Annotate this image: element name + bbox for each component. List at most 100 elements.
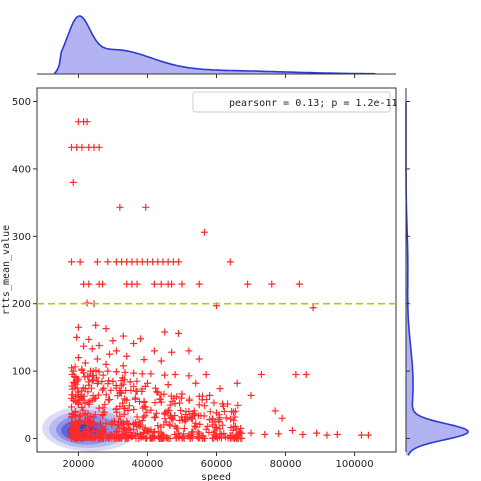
data-point-cluster xyxy=(101,400,109,408)
data-point-cluster xyxy=(142,403,150,411)
top-kde-line xyxy=(53,15,376,75)
data-point-cluster xyxy=(198,396,206,404)
data-point xyxy=(271,407,279,415)
data-point xyxy=(73,333,81,341)
data-point-cluster xyxy=(119,380,127,388)
data-point-cluster xyxy=(120,404,128,412)
data-point-cluster xyxy=(108,418,116,426)
data-point-cluster xyxy=(117,382,125,390)
data-point-cluster xyxy=(84,419,92,427)
data-point-cluster xyxy=(96,419,104,427)
data-point-cluster xyxy=(191,422,199,430)
data-point xyxy=(81,359,89,367)
data-point-cluster xyxy=(94,378,102,386)
data-point xyxy=(175,258,183,266)
y-tick-label: 400 xyxy=(12,164,31,175)
data-point xyxy=(185,372,193,380)
data-point-cluster xyxy=(128,433,136,441)
data-point-cluster xyxy=(122,387,130,395)
data-point xyxy=(85,280,93,288)
data-point-cluster xyxy=(107,386,115,394)
data-point-cluster xyxy=(180,425,188,433)
scatter-points xyxy=(68,118,372,443)
data-point-cluster xyxy=(78,365,86,373)
data-point xyxy=(216,385,224,393)
data-point-cluster xyxy=(68,403,76,411)
data-point xyxy=(104,367,112,375)
x-tick-label: 20000 xyxy=(63,459,95,470)
data-point xyxy=(104,258,112,266)
data-point-cluster xyxy=(85,378,93,386)
data-point xyxy=(69,178,77,186)
y-axis-label: rtts_mean_value xyxy=(1,225,12,315)
data-point xyxy=(130,406,138,414)
data-point-cluster xyxy=(85,400,93,408)
data-point-cluster xyxy=(180,430,188,438)
data-point-cluster xyxy=(95,434,103,442)
data-point-cluster xyxy=(138,385,146,393)
data-point-cluster xyxy=(211,427,219,435)
data-point xyxy=(69,367,77,375)
data-point xyxy=(278,414,286,422)
data-point-cluster xyxy=(91,411,99,419)
data-point-cluster xyxy=(215,411,223,419)
data-point-cluster xyxy=(79,369,87,377)
data-point xyxy=(309,304,317,312)
data-point-cluster xyxy=(114,427,122,435)
data-point xyxy=(142,203,150,211)
data-point xyxy=(157,357,165,365)
data-point-cluster xyxy=(79,384,87,392)
data-point xyxy=(175,329,183,337)
data-point-cluster xyxy=(74,433,82,441)
data-point xyxy=(121,368,129,376)
data-point-cluster xyxy=(176,416,184,424)
data-point-cluster xyxy=(208,415,216,423)
data-point-cluster xyxy=(101,426,109,434)
data-point xyxy=(171,370,179,378)
data-point-cluster xyxy=(231,422,239,430)
data-point xyxy=(76,258,84,266)
data-point-cluster xyxy=(151,384,159,392)
data-point-cluster xyxy=(177,406,185,414)
data-point-cluster xyxy=(81,410,89,418)
data-point xyxy=(133,413,141,421)
data-point xyxy=(237,424,245,432)
x-tick-label: 100000 xyxy=(335,459,373,470)
data-point xyxy=(195,401,203,409)
legend-box xyxy=(192,91,391,113)
data-point xyxy=(195,355,203,363)
data-point-cluster xyxy=(231,433,239,441)
data-point xyxy=(102,360,110,368)
data-point-cluster xyxy=(166,422,174,430)
data-point-cluster xyxy=(87,384,95,392)
data-point-cluster xyxy=(73,384,81,392)
data-point xyxy=(192,379,200,387)
data-point-cluster xyxy=(140,429,148,437)
data-point-cluster xyxy=(208,434,216,442)
data-point-cluster xyxy=(160,421,168,429)
data-point-cluster xyxy=(165,406,173,414)
data-point xyxy=(95,341,103,349)
data-point-cluster xyxy=(78,394,86,402)
data-point-cluster xyxy=(227,424,235,432)
data-point xyxy=(268,280,276,288)
data-point-cluster xyxy=(76,411,84,419)
data-point-cluster xyxy=(237,435,245,443)
data-point-cluster xyxy=(120,395,128,403)
data-point xyxy=(88,345,96,353)
data-point-cluster xyxy=(117,432,125,440)
data-point xyxy=(102,325,110,333)
y-tick-label: 200 xyxy=(12,299,31,310)
data-point-cluster xyxy=(226,431,234,439)
data-point-cluster xyxy=(75,426,83,434)
x-tick-label: 60000 xyxy=(201,459,233,470)
data-point-cluster xyxy=(152,409,160,417)
data-point-cluster xyxy=(84,388,92,396)
data-point xyxy=(164,381,172,389)
data-point-cluster xyxy=(176,399,184,407)
data-point-cluster xyxy=(100,408,108,416)
data-point-cluster xyxy=(130,382,138,390)
data-point-cluster xyxy=(75,417,83,425)
top-marginal-kde xyxy=(37,15,396,75)
